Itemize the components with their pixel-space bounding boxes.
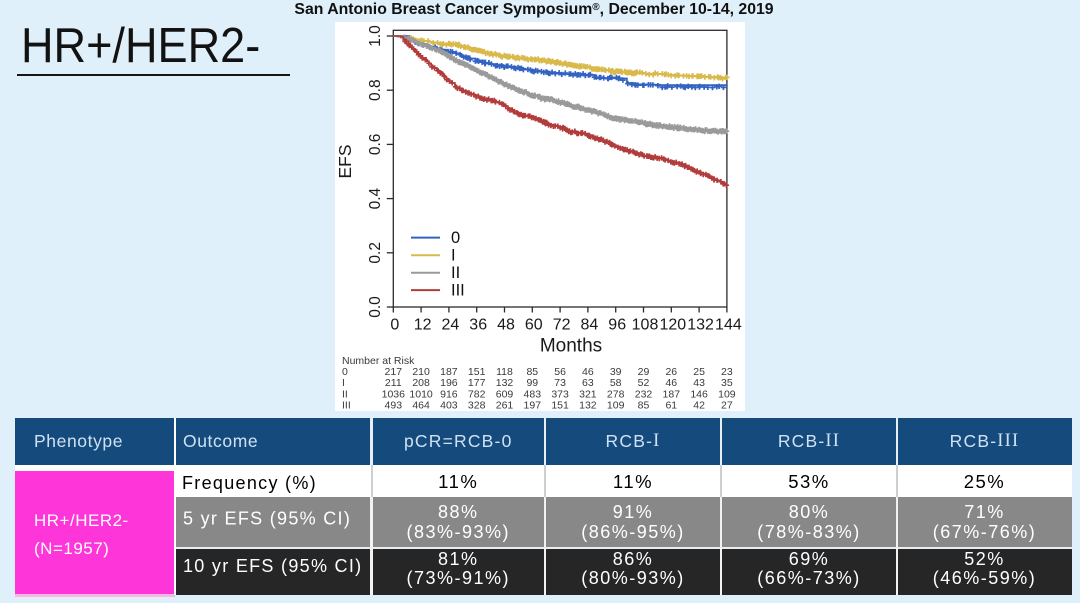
svg-text:48: 48 — [497, 317, 515, 334]
svg-text:0: 0 — [451, 229, 460, 247]
svg-text:196: 196 — [440, 377, 458, 389]
svg-text:II: II — [451, 264, 460, 282]
svg-text:Number at Risk: Number at Risk — [342, 355, 415, 367]
svg-text:1036: 1036 — [382, 388, 406, 400]
svg-text:III: III — [342, 400, 351, 411]
svg-text:96: 96 — [608, 317, 626, 334]
svg-text:211: 211 — [385, 377, 402, 389]
svg-text:109: 109 — [607, 400, 625, 411]
svg-text:61: 61 — [665, 400, 677, 411]
svg-text:782: 782 — [468, 388, 486, 400]
svg-text:1010: 1010 — [409, 388, 433, 400]
svg-text:120: 120 — [659, 317, 686, 334]
svg-text:1.0: 1.0 — [367, 25, 384, 47]
svg-text:109: 109 — [718, 388, 736, 400]
svg-text:118: 118 — [496, 366, 513, 378]
svg-text:I: I — [451, 247, 456, 265]
svg-text:232: 232 — [635, 388, 653, 400]
svg-text:EFS: EFS — [335, 144, 355, 178]
svg-text:132: 132 — [496, 377, 514, 389]
svg-text:146: 146 — [690, 388, 708, 400]
svg-text:46: 46 — [665, 377, 677, 389]
svg-text:208: 208 — [412, 377, 430, 389]
svg-text:0.4: 0.4 — [367, 187, 384, 209]
svg-text:0: 0 — [342, 366, 348, 378]
svg-text:27: 27 — [721, 400, 733, 411]
svg-text:261: 261 — [496, 400, 514, 411]
svg-text:Months: Months — [540, 336, 602, 357]
svg-text:III: III — [451, 282, 465, 300]
svg-text:144: 144 — [715, 317, 742, 334]
svg-text:43: 43 — [693, 377, 705, 389]
svg-text:60: 60 — [525, 317, 543, 334]
svg-text:23: 23 — [721, 366, 733, 378]
svg-text:25: 25 — [693, 366, 705, 378]
svg-text:26: 26 — [665, 366, 677, 378]
svg-text:321: 321 — [579, 388, 597, 400]
svg-text:187: 187 — [440, 366, 458, 378]
svg-text:12: 12 — [414, 317, 432, 334]
svg-text:0.0: 0.0 — [367, 296, 384, 318]
svg-text:328: 328 — [468, 400, 486, 411]
svg-text:72: 72 — [553, 317, 571, 334]
svg-text:403: 403 — [440, 400, 458, 411]
svg-text:85: 85 — [526, 366, 538, 378]
svg-text:187: 187 — [663, 388, 681, 400]
svg-text:0.8: 0.8 — [367, 79, 384, 101]
svg-text:132: 132 — [687, 317, 714, 334]
svg-text:483: 483 — [524, 388, 542, 400]
svg-text:29: 29 — [638, 366, 650, 378]
svg-text:0.2: 0.2 — [367, 242, 384, 264]
svg-text:0.6: 0.6 — [367, 134, 384, 156]
svg-text:210: 210 — [412, 366, 430, 378]
svg-text:197: 197 — [524, 400, 542, 411]
svg-text:151: 151 — [551, 400, 569, 411]
svg-text:278: 278 — [607, 388, 625, 400]
svg-text:42: 42 — [693, 400, 705, 411]
svg-text:493: 493 — [385, 400, 403, 411]
svg-text:84: 84 — [581, 317, 599, 334]
svg-text:916: 916 — [440, 388, 458, 400]
svg-text:151: 151 — [468, 366, 486, 378]
svg-text:II: II — [342, 388, 348, 400]
svg-text:58: 58 — [610, 377, 622, 389]
svg-text:24: 24 — [442, 317, 460, 334]
svg-text:39: 39 — [610, 366, 622, 378]
svg-text:I: I — [342, 377, 345, 389]
svg-text:609: 609 — [496, 388, 514, 400]
svg-text:73: 73 — [554, 377, 566, 389]
svg-text:132: 132 — [579, 400, 597, 411]
svg-text:108: 108 — [632, 317, 659, 334]
svg-text:464: 464 — [412, 400, 430, 411]
svg-text:63: 63 — [582, 377, 594, 389]
svg-text:0: 0 — [390, 317, 399, 334]
svg-text:177: 177 — [468, 377, 486, 389]
svg-text:99: 99 — [526, 377, 538, 389]
svg-text:52: 52 — [638, 377, 650, 389]
svg-text:36: 36 — [469, 317, 487, 334]
svg-text:217: 217 — [385, 366, 403, 378]
svg-text:85: 85 — [638, 400, 650, 411]
svg-text:46: 46 — [582, 366, 594, 378]
svg-text:56: 56 — [554, 366, 566, 378]
svg-text:35: 35 — [721, 377, 733, 389]
svg-text:373: 373 — [551, 388, 569, 400]
